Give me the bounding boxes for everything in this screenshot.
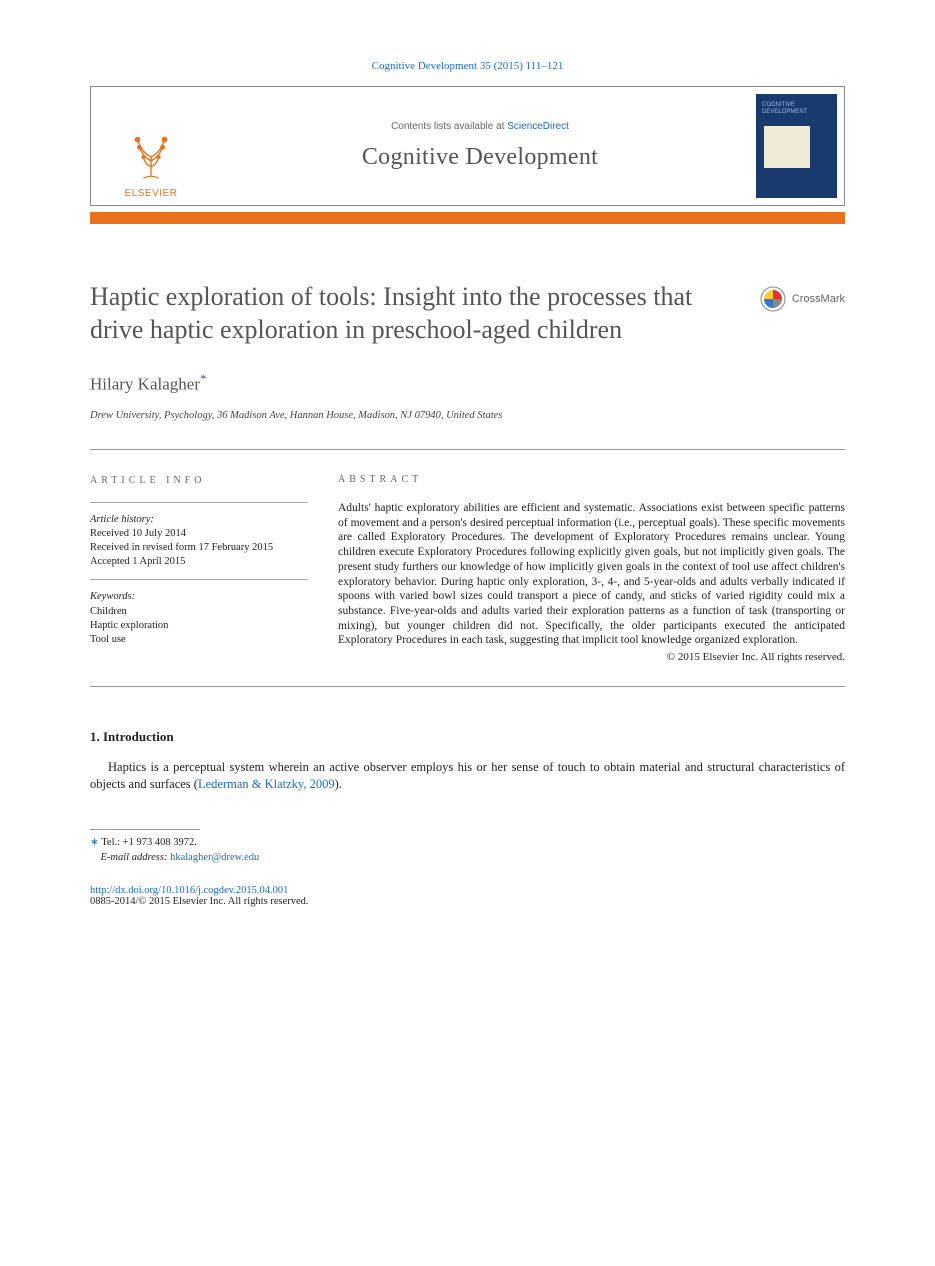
- journal-name-large: Cognitive Development: [211, 144, 749, 171]
- keyword-1: Children: [90, 605, 308, 619]
- corresponding-star: *: [200, 371, 207, 386]
- article-history-label: Article history:: [90, 513, 308, 527]
- journal-ref-citation: 35 (2015) 111–121: [480, 60, 564, 72]
- sciencedirect-link[interactable]: ScienceDirect: [507, 121, 569, 132]
- crossmark-icon: [760, 286, 786, 312]
- abstract-column: ABSTRACT Adults' haptic exploratory abil…: [338, 474, 845, 664]
- email-link[interactable]: hkalagher@drew.edu: [170, 852, 259, 863]
- keyword-3: Tool use: [90, 633, 308, 647]
- crossmark-label: CrossMark: [792, 293, 845, 305]
- footnote-star: ∗: [90, 837, 101, 848]
- citation-link[interactable]: Lederman & Klatzky, 2009: [198, 777, 335, 791]
- contents-prefix: Contents lists available at: [391, 121, 507, 132]
- abstract-body: Adults' haptic exploratory abilities are…: [338, 501, 845, 648]
- header-center: Contents lists available at ScienceDirec…: [211, 87, 749, 205]
- accepted-date: Accepted 1 April 2015: [90, 555, 308, 569]
- crossmark-badge[interactable]: CrossMark: [760, 286, 845, 312]
- author-line: Hilary Kalagher*: [90, 371, 845, 395]
- abstract-copyright: © 2015 Elsevier Inc. All rights reserved…: [338, 650, 845, 664]
- cover-square-icon: [764, 126, 810, 168]
- elsevier-tree-icon: [122, 128, 180, 186]
- journal-ref-name[interactable]: Cognitive Development: [372, 60, 477, 72]
- telephone: Tel.: +1 973 408 3972.: [101, 837, 197, 848]
- keyword-2: Haptic exploration: [90, 619, 308, 633]
- publisher-name: ELSEVIER: [125, 188, 178, 199]
- article-info-heading: ARTICLE INFO: [90, 474, 308, 488]
- footnote-divider: [90, 829, 200, 830]
- affiliation: Drew University, Psychology, 36 Madison …: [90, 410, 845, 421]
- orange-accent-bar: [90, 212, 845, 224]
- contents-available-line: Contents lists available at ScienceDirec…: [211, 121, 749, 132]
- article-title: Haptic exploration of tools: Insight int…: [90, 280, 760, 347]
- abstract-heading: ABSTRACT: [338, 474, 845, 487]
- revised-date: Received in revised form 17 February 201…: [90, 541, 308, 555]
- corresponding-footnote: ∗ Tel.: +1 973 408 3972. E-mail address:…: [90, 836, 845, 865]
- section-divider-2: [90, 686, 845, 687]
- email-label: E-mail address:: [101, 852, 168, 863]
- journal-reference: Cognitive Development 35 (2015) 111–121: [90, 60, 845, 72]
- publisher-logo-block[interactable]: ELSEVIER: [91, 87, 211, 205]
- section-divider: [90, 449, 845, 450]
- introduction-heading: 1. Introduction: [90, 729, 845, 745]
- article-info-column: ARTICLE INFO Article history: Received 1…: [90, 474, 308, 664]
- author-name[interactable]: Hilary Kalagher: [90, 374, 200, 393]
- header-box: ELSEVIER Contents lists available at Sci…: [90, 86, 845, 206]
- received-date: Received 10 July 2014: [90, 527, 308, 541]
- intro-text-post: ).: [335, 777, 342, 791]
- keywords-label: Keywords:: [90, 590, 308, 604]
- journal-cover-thumb[interactable]: COGNITIVE DEVELOPMENT: [749, 87, 844, 205]
- cover-title: COGNITIVE DEVELOPMENT: [762, 102, 831, 115]
- issn-copyright: 0885-2014/© 2015 Elsevier Inc. All right…: [90, 896, 845, 907]
- introduction-paragraph: Haptics is a perceptual system wherein a…: [90, 759, 845, 793]
- doi-link[interactable]: http://dx.doi.org/10.1016/j.cogdev.2015.…: [90, 885, 845, 896]
